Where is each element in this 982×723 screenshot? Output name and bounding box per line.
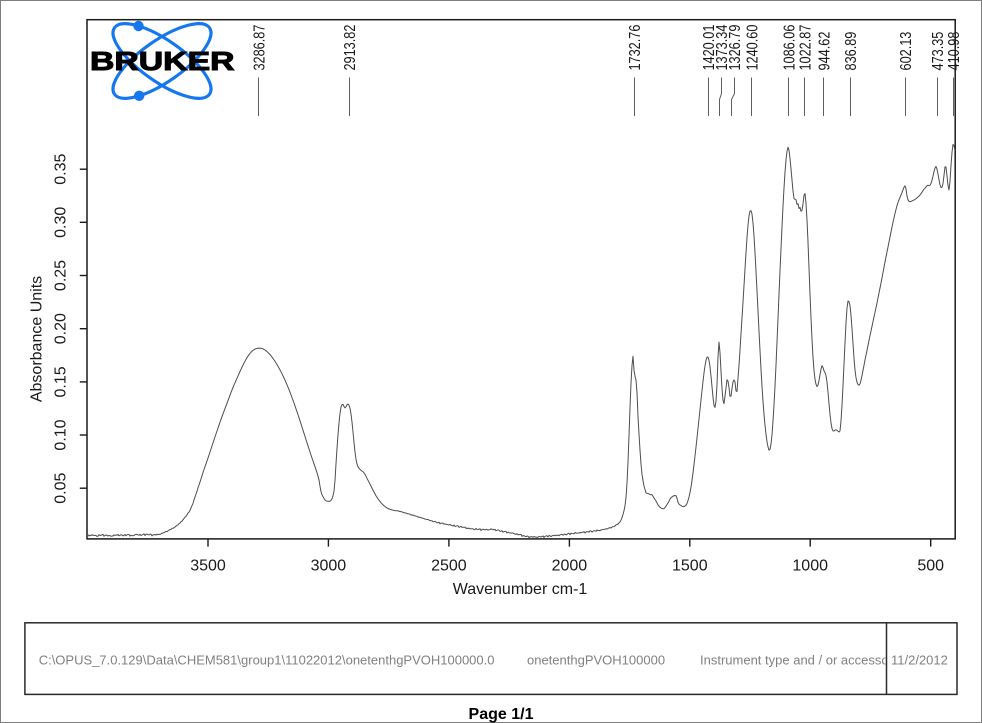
svg-text:2500: 2500 [431, 558, 467, 575]
svg-text:3000: 3000 [311, 558, 347, 575]
svg-text:2000: 2000 [552, 558, 588, 575]
svg-text:1240.60: 1240.60 [745, 24, 762, 70]
svg-text:0.25: 0.25 [52, 260, 69, 291]
svg-text:0.05: 0.05 [52, 473, 69, 504]
svg-text:Wavenumber cm-1: Wavenumber cm-1 [453, 581, 588, 598]
svg-text:3500: 3500 [190, 558, 226, 575]
svg-text:11/2/2012: 11/2/2012 [891, 652, 948, 667]
svg-text:944.62: 944.62 [817, 32, 834, 71]
svg-text:onetenthgPVOH100000: onetenthgPVOH100000 [527, 652, 665, 667]
svg-text:1086.06: 1086.06 [781, 25, 798, 71]
svg-text:Page 1/1: Page 1/1 [469, 706, 534, 723]
svg-text:1420.01: 1420.01 [701, 25, 718, 71]
svg-text:0.20: 0.20 [52, 313, 69, 344]
svg-text:1326.79: 1326.79 [727, 25, 744, 71]
svg-text:3286.87: 3286.87 [252, 25, 269, 71]
svg-text:1000: 1000 [792, 558, 828, 575]
svg-text:1732.76: 1732.76 [627, 25, 644, 71]
svg-text:410.98: 410.98 [946, 32, 963, 71]
svg-text:1500: 1500 [672, 558, 708, 575]
svg-text:500: 500 [917, 558, 944, 575]
svg-text:Absorbance Units: Absorbance Units [28, 276, 45, 402]
svg-text:0.10: 0.10 [52, 419, 69, 450]
svg-text:836.89: 836.89 [843, 32, 860, 71]
svg-text:1373.34: 1373.34 [714, 24, 731, 70]
svg-text:0.30: 0.30 [52, 207, 69, 238]
svg-text:BRUKER: BRUKER [90, 48, 235, 76]
svg-text:473.35: 473.35 [930, 32, 947, 71]
svg-text:0.35: 0.35 [52, 154, 69, 185]
svg-text:C:\OPUS_7.0.129\Data\CHEM581\g: C:\OPUS_7.0.129\Data\CHEM581\group1\1102… [39, 652, 495, 667]
svg-text:0.15: 0.15 [52, 366, 69, 397]
svg-text:602.13: 602.13 [898, 32, 915, 71]
svg-text:Instrument type and / or acces: Instrument type and / or accessor [700, 652, 894, 667]
svg-text:2913.82: 2913.82 [342, 25, 359, 71]
svg-text:1022.87: 1022.87 [798, 25, 815, 71]
